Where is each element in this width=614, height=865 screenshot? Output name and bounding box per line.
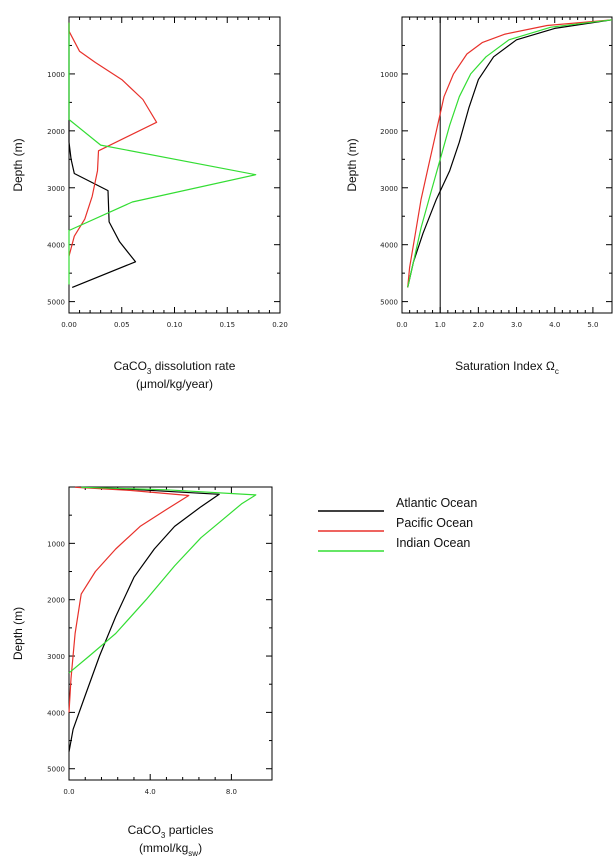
y-tick-label: 5000 xyxy=(47,766,65,774)
x-axis-title-subscript: 3 xyxy=(161,831,166,840)
x-axis-unit: (μmol/kg/year) xyxy=(136,377,213,391)
y-axis-title: Depth (m) xyxy=(345,138,359,191)
plot-frame xyxy=(401,16,613,314)
y-tick-label: 4000 xyxy=(47,242,65,250)
y-tick-label: 3000 xyxy=(380,185,398,193)
series-line-atlantic-ocean xyxy=(68,22,137,288)
x-axis-unit: (mmol/kgsw) xyxy=(139,841,202,858)
x-axis-title: CaCO3 particles xyxy=(128,823,214,840)
y-tick-label: 3000 xyxy=(47,185,65,193)
legend-label: Atlantic Ocean xyxy=(396,496,477,510)
series-line-pacific-ocean xyxy=(407,19,613,288)
x-axis-unit-text: ) xyxy=(198,841,202,855)
x-axis-unit-subscript: sw xyxy=(188,849,198,858)
legend-label: Pacific Ocean xyxy=(396,516,473,530)
chart-panel-particles: 0.0 4.0 8.0 1000 2000 3000 4000 5000 Depth (m) Ca… xyxy=(11,486,273,858)
x-tick-label: 0.10 xyxy=(167,321,183,329)
x-tick-label: 2.0 xyxy=(473,321,484,329)
x-axis-title: Saturation Index Ωc xyxy=(455,359,559,376)
x-tick-label: 0.0 xyxy=(396,321,407,329)
series-line-pacific-ocean xyxy=(68,22,158,257)
x-tick-label: 1.0 xyxy=(435,321,446,329)
chart-panel-dissolution: 0.00 0.05 0.10 0.15 0.20 1000 2000 3000 4000 5000… xyxy=(11,16,288,391)
x-tick-label: 4.0 xyxy=(145,788,156,796)
y-axis-title: Depth (m) xyxy=(11,138,25,191)
x-tick-label: 8.0 xyxy=(226,788,237,796)
x-tick-label: 5.0 xyxy=(587,321,598,329)
x-tick-label: 0.00 xyxy=(61,321,77,329)
x-tick-label: 4.0 xyxy=(549,321,560,329)
series-line-indian-ocean xyxy=(68,22,257,285)
chart-panel-saturation: 0.0 1.0 2.0 3.0 4.0 5.0 1000 2000 3000 4000 5000 De… xyxy=(345,16,613,376)
x-tick-label: 3.0 xyxy=(511,321,522,329)
series-line-atlantic-ocean xyxy=(407,19,613,288)
series-line-indian-ocean xyxy=(407,19,613,288)
x-tick-label: 0.15 xyxy=(219,321,235,329)
y-tick-label: 4000 xyxy=(380,242,398,250)
plot-frame xyxy=(68,486,273,781)
y-tick-label: 5000 xyxy=(47,299,65,307)
x-axis-title-subscript: 3 xyxy=(147,367,152,376)
x-axis-title-text: CaCO xyxy=(128,823,161,837)
chart-panels: 0.00 0.05 0.10 0.15 0.20 1000 2000 3000 4000 5000… xyxy=(11,16,613,858)
x-tick-label: 0.0 xyxy=(63,788,74,796)
x-axis-unit-text: (μmol/kg/year) xyxy=(136,377,213,391)
x-axis-unit-text: (mmol/kg xyxy=(139,841,188,855)
y-tick-label: 5000 xyxy=(380,299,398,307)
series-line-indian-ocean xyxy=(68,486,257,674)
x-axis-title-text: particles xyxy=(165,823,213,837)
y-tick-label: 1000 xyxy=(47,540,65,548)
legend: Atlantic Ocean Pacific Ocean Indian Ocean xyxy=(318,496,477,552)
x-tick-label: 0.20 xyxy=(272,321,288,329)
x-axis-title-subscript: c xyxy=(555,367,559,376)
y-axis-title: Depth (m) xyxy=(11,607,25,660)
y-tick-label: 4000 xyxy=(47,709,65,717)
y-tick-label: 2000 xyxy=(47,597,65,605)
y-tick-label: 3000 xyxy=(47,653,65,661)
series-line-pacific-ocean xyxy=(68,486,190,713)
y-tick-label: 2000 xyxy=(380,128,398,136)
y-tick-label: 2000 xyxy=(47,128,65,136)
x-axis-title-text: Saturation Index Ω xyxy=(455,359,555,373)
y-tick-label: 1000 xyxy=(380,71,398,79)
plot-frame xyxy=(68,16,281,314)
x-tick-label: 0.05 xyxy=(114,321,130,329)
x-axis-title-text: dissolution rate xyxy=(151,359,235,373)
x-axis-title-text: CaCO xyxy=(114,359,147,373)
x-axis-title: CaCO3 dissolution rate xyxy=(114,359,236,376)
y-tick-label: 1000 xyxy=(47,71,65,79)
series-line-atlantic-ocean xyxy=(68,486,220,752)
legend-label: Indian Ocean xyxy=(396,536,470,550)
